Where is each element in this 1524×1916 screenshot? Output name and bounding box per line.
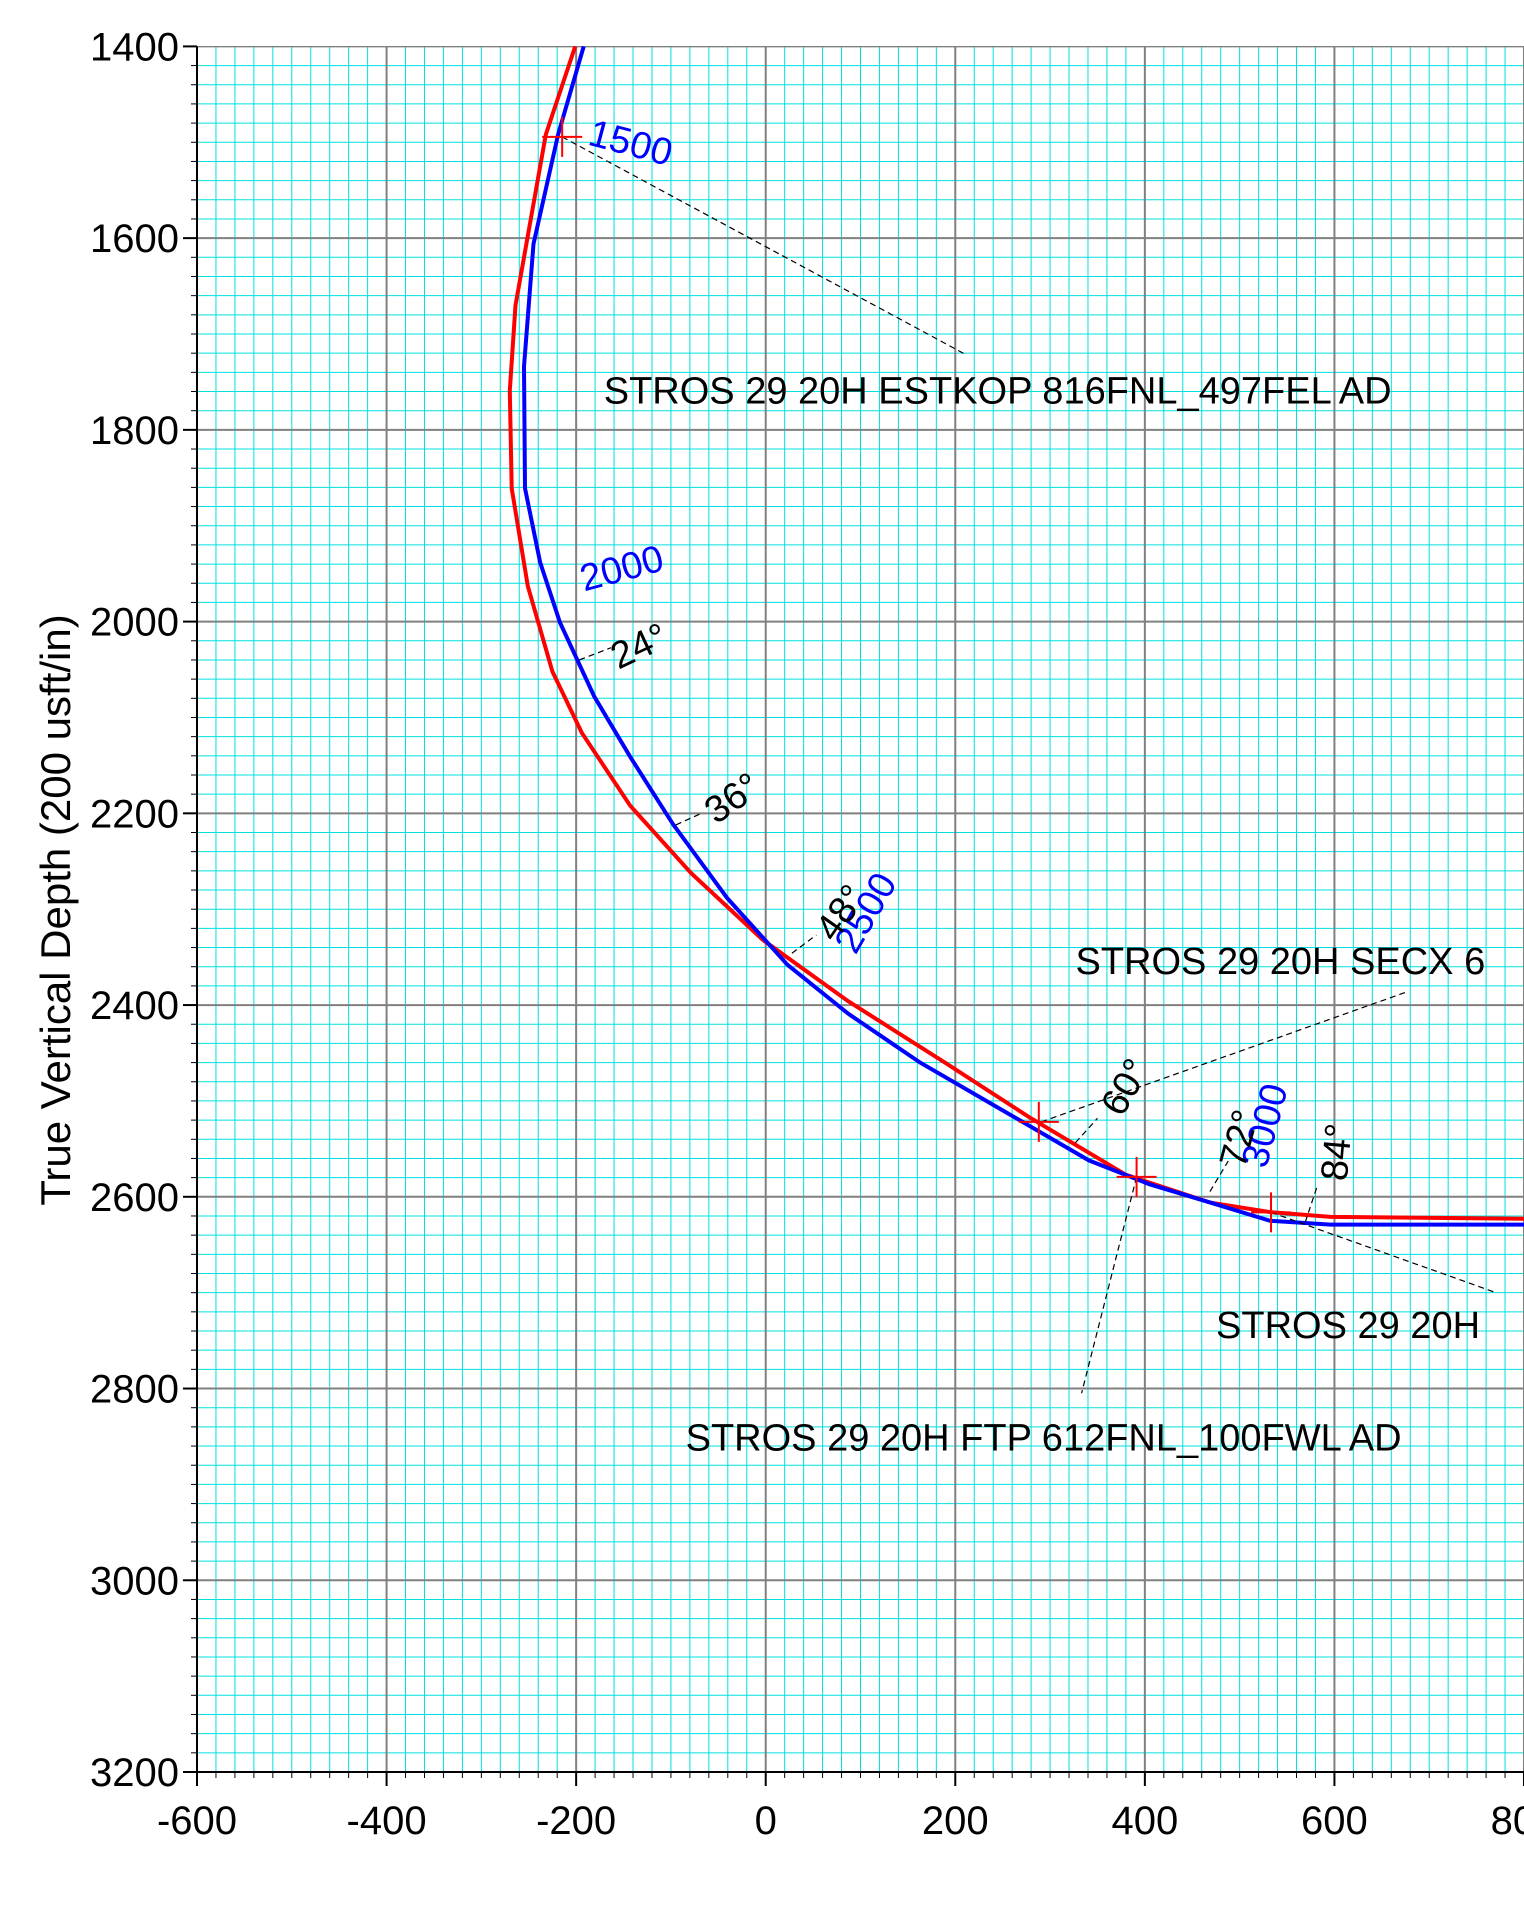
inclination-label: 84°	[1314, 1122, 1361, 1183]
target-label: STROS 29 20H FTP 612FNL_100FWL AD	[686, 1418, 1402, 1460]
x-tick-label: -400	[347, 1799, 427, 1843]
x-tick-label: 400	[1111, 1799, 1178, 1843]
y-tick-label: 2000	[90, 601, 179, 645]
y-tick-label: 1800	[90, 409, 179, 453]
leader-line	[1304, 1185, 1319, 1223]
y-tick-label: 1400	[90, 25, 179, 69]
y-tick-label: 2600	[90, 1176, 179, 1220]
x-tick-label: -200	[536, 1799, 616, 1843]
x-tick-label: 0	[755, 1799, 777, 1843]
target-label: STROS 29 20H SECX 6	[1075, 941, 1485, 983]
leader-line	[1075, 1117, 1098, 1144]
leader-line	[579, 647, 612, 661]
target-label: STROS 29 20H ESTKOP 816FNL_497FEL AD	[604, 370, 1392, 412]
target-label: STROS 29 20H	[1216, 1305, 1480, 1347]
x-tick-label: -600	[157, 1799, 237, 1843]
y-tick-label: 2800	[90, 1368, 179, 1412]
y-tick-label: 1600	[90, 217, 179, 261]
well-path	[521, 46, 1524, 1227]
leader-line	[1081, 1176, 1138, 1394]
leader-line	[1209, 1160, 1229, 1192]
md-label: 2000	[576, 538, 669, 600]
y-tick-label: 3000	[90, 1559, 179, 1603]
y-tick-label: 2200	[90, 792, 179, 836]
x-tick-label: 800	[1491, 1799, 1524, 1843]
md-label: 1500	[584, 112, 677, 174]
leader-line	[791, 934, 817, 954]
x-tick-label: 200	[922, 1799, 989, 1843]
leader-line	[1270, 1211, 1498, 1294]
leader-line	[561, 136, 966, 355]
y-tick-label: 3200	[90, 1751, 179, 1795]
y-axis-label: True Vertical Depth (200 usft/in)	[32, 614, 79, 1205]
leader-line	[1041, 991, 1406, 1123]
y-tick-label: 2400	[90, 984, 179, 1028]
inclination-label: 24°	[604, 616, 674, 678]
x-tick-label: 600	[1301, 1799, 1368, 1843]
leader-line	[675, 812, 703, 826]
